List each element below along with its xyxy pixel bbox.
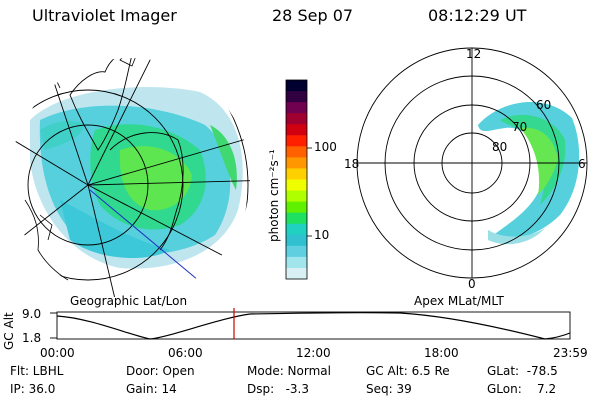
colorbar-cell (286, 146, 307, 158)
timeline-xtick-0000: 00:00 (40, 346, 75, 360)
mlt-label-12: 12 (466, 47, 482, 61)
sequence-info: Seq: 39 (366, 382, 412, 396)
mlat-label-80: 80 (492, 140, 508, 154)
timeline-xtick-2359: 23:59 (553, 346, 588, 360)
colorbar-cell (286, 212, 307, 225)
colorbar-cell (286, 124, 307, 136)
colorbar-cell (286, 135, 307, 147)
colorbar-unit-label: photon cm⁻²s⁻¹ (267, 149, 281, 242)
colorbar-cell (286, 91, 307, 103)
colorbar-cell (286, 190, 307, 203)
colorbar-tick-10: 10 (314, 228, 330, 242)
instrument-title: Ultraviolet Imager (32, 6, 177, 25)
mlat-label-60: 60 (536, 98, 552, 112)
colorbar-cell (286, 168, 307, 180)
colorbar-cell (286, 157, 307, 169)
mlat-label-70: 70 (512, 120, 528, 134)
colorbar (285, 79, 312, 280)
altitude-timeline (50, 308, 571, 340)
magnetic-polar-panel (356, 47, 588, 279)
filter-info: Flt: LBHL (10, 364, 64, 378)
gc-altitude-info: GC Alt: 6.5 Re (366, 364, 450, 378)
ip-info: IP: 36.0 (10, 382, 56, 396)
geo-longitude-info: GLon: 7.2 (487, 382, 557, 396)
timeline-ytick-top: 9.0 (22, 307, 42, 321)
geo-latitude-info: GLat: -78.5 (487, 364, 558, 378)
geographic-caption: Geographic Lat/Lon (70, 294, 188, 308)
colorbar-cell (286, 267, 307, 280)
timeline-ytick-bottom: 1.8 (22, 331, 42, 345)
door-info: Door: Open (126, 364, 195, 378)
time-label: 08:12:29 UT (428, 6, 527, 25)
timeline-xtick-1800: 18:00 (424, 346, 459, 360)
colorbar-cell (286, 234, 307, 247)
aurora-emission-left (30, 87, 243, 269)
colorbar-cell (286, 179, 307, 192)
colorbar-cell (286, 245, 307, 258)
colorbar-cell (286, 201, 307, 214)
mlt-label-18: 18 (344, 157, 360, 171)
mlt-label-6: 6 (578, 157, 586, 171)
date-label: 28 Sep 07 (272, 6, 354, 25)
mlt-label-0: 0 (468, 277, 476, 291)
timeline-xtick-0600: 06:00 (168, 346, 203, 360)
colorbar-cell (286, 102, 307, 114)
colorbar-cell (286, 223, 307, 236)
colorbar-cell (286, 256, 307, 269)
geographic-image-panel (10, 58, 250, 298)
apex-caption: Apex MLat/MLT (414, 294, 504, 308)
aurora-emission-right (478, 101, 580, 245)
gain-info: Gain: 14 (126, 382, 177, 396)
mode-info: Mode: Normal (247, 364, 331, 378)
dsp-info: Dsp: -3.3 (247, 382, 310, 396)
timeline-xtick-1200: 12:00 (296, 346, 331, 360)
colorbar-cell (286, 80, 307, 92)
timeline-ylabel: GC Alt (2, 312, 16, 350)
colorbar-tick-100: 100 (314, 140, 337, 154)
colorbar-cell (286, 113, 307, 125)
